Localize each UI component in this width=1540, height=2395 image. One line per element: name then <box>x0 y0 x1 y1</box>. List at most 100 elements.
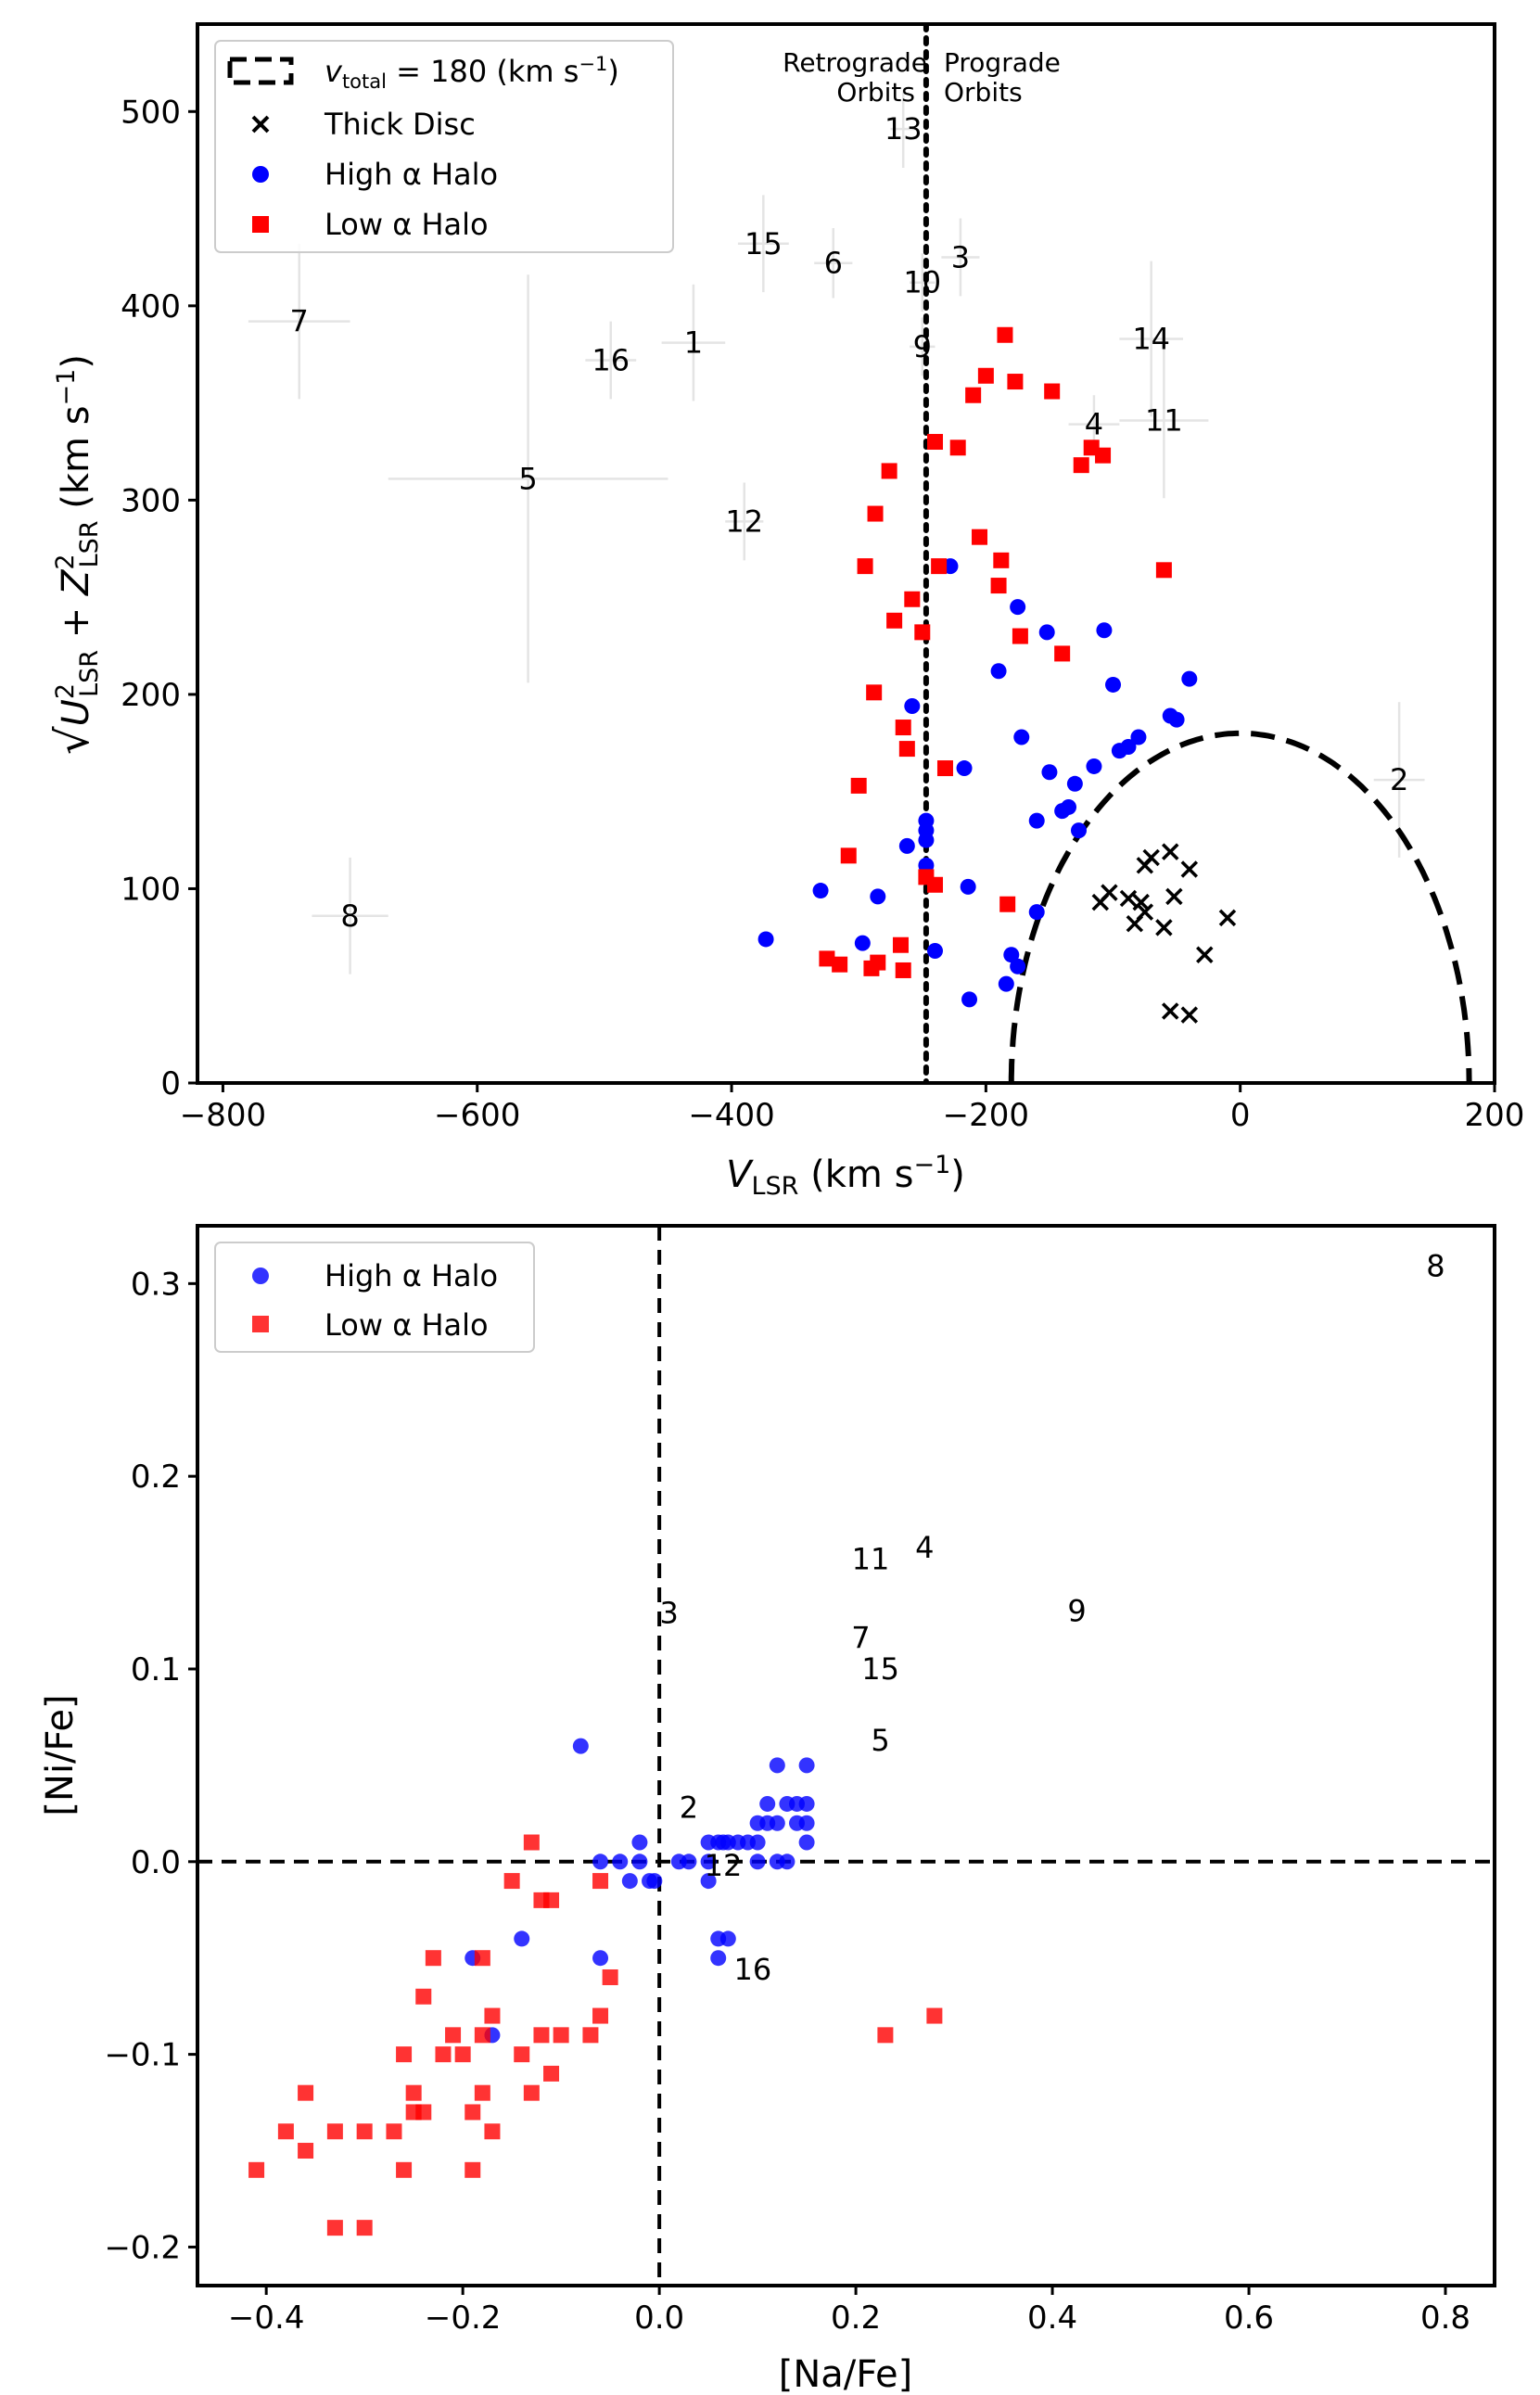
low-alpha-point <box>543 2065 560 2082</box>
y-tick-label: 0.0 <box>131 1844 181 1881</box>
y-tick-label: 500 <box>121 94 181 131</box>
high-alpha-point <box>798 1815 815 1831</box>
star-label-11: 11 <box>1145 402 1183 438</box>
low-alpha-point <box>396 2161 413 2178</box>
legend-box <box>214 1242 535 1353</box>
star-label-5: 5 <box>871 1723 889 1758</box>
high-alpha-point <box>918 832 935 848</box>
low-alpha-point <box>445 2027 462 2044</box>
legend-label-low-alpha: Low α Halo <box>325 1307 489 1343</box>
legend-low-alpha-marker <box>252 216 269 233</box>
high-alpha-point <box>798 1757 815 1774</box>
low-alpha-point <box>523 1834 540 1851</box>
low-alpha-point <box>965 387 982 403</box>
high-alpha-point <box>719 1930 736 1947</box>
high-alpha-point <box>1010 599 1026 616</box>
low-alpha-point <box>356 2123 373 2140</box>
star-label-14: 14 <box>1132 321 1170 356</box>
high-alpha-point <box>1061 798 1077 815</box>
low-alpha-point <box>926 2007 943 2024</box>
low-alpha-point <box>1044 383 1061 400</box>
low-alpha-point <box>914 624 931 641</box>
star-label-4: 4 <box>1085 407 1103 442</box>
legend-high-alpha-marker <box>252 166 269 183</box>
high-alpha-point <box>769 1815 785 1831</box>
high-alpha-point <box>592 1950 609 1967</box>
star-label-6: 6 <box>824 246 843 281</box>
star-label-3: 3 <box>951 239 970 274</box>
star-label-12: 12 <box>705 1848 743 1883</box>
low-alpha-point <box>881 463 897 479</box>
low-alpha-point <box>298 2084 314 2101</box>
low-alpha-point <box>326 2220 343 2236</box>
low-alpha-point <box>474 2084 490 2101</box>
low-alpha-point <box>425 1950 441 1967</box>
x-tick-label: −600 <box>434 1097 520 1134</box>
x-axis-label-top: VLSR (km s−1) <box>726 1151 965 1201</box>
high-alpha-point <box>927 943 944 960</box>
plot-frame <box>196 22 1496 1085</box>
y-tick-label: 200 <box>121 677 181 714</box>
high-alpha-point <box>1168 711 1185 728</box>
x-tick-label: −0.2 <box>425 2299 502 2337</box>
star-label-15: 15 <box>861 1651 899 1687</box>
high-alpha-point <box>749 1834 766 1851</box>
x-axis-label-bottom: [Na/Fe] <box>779 2353 913 2395</box>
low-alpha-point <box>386 2123 402 2140</box>
low-alpha-point <box>465 2104 481 2121</box>
low-alpha-point <box>949 440 966 456</box>
low-alpha-point <box>582 2027 599 2044</box>
high-alpha-point <box>621 1873 638 1890</box>
y-tick-label: −0.2 <box>104 2229 181 2266</box>
axis-ticks: −800 −600 −400 −200 0 200 0 100 200 300 400 500 <box>121 94 1524 1134</box>
high-alpha-point <box>998 975 1014 992</box>
y-tick-label: 100 <box>121 871 181 908</box>
thick-disc-point <box>1162 1002 1179 1020</box>
high-alpha-point <box>1010 958 1026 975</box>
low-alpha-point <box>997 326 1013 343</box>
high-alpha-point <box>1181 670 1198 687</box>
high-alpha-point <box>779 1854 795 1870</box>
low-alpha-point <box>1012 628 1028 644</box>
high-alpha-point <box>1028 904 1045 921</box>
low-alpha-point <box>474 1950 490 1967</box>
high-alpha-point <box>514 1930 530 1947</box>
star-label-2: 2 <box>680 1790 698 1826</box>
high-alpha-point <box>1105 676 1122 693</box>
star-label-5: 5 <box>518 461 537 496</box>
y-axis-label-bottom: [Ni/Fe] <box>39 1694 82 1815</box>
high-alpha-point <box>798 1795 815 1812</box>
thick-disc-point <box>1196 946 1214 963</box>
low-alpha-point <box>993 552 1010 568</box>
y-tick-label: 0.2 <box>131 1459 181 1496</box>
vtotal-180-curve <box>1008 730 1472 1083</box>
x-tick-label: 0 <box>1230 1097 1251 1134</box>
star-label-4: 4 <box>915 1530 934 1565</box>
low-alpha-point <box>892 936 909 953</box>
legend-label-high-alpha: High α Halo <box>325 157 498 192</box>
low-alpha-point <box>454 2046 471 2063</box>
low-alpha-point <box>592 2007 609 2024</box>
low-alpha-point <box>248 2161 265 2178</box>
x-tick-label: 0.4 <box>1027 2299 1077 2337</box>
low-alpha-point <box>840 847 857 864</box>
high-alpha-point <box>572 1738 589 1754</box>
thick-disc-point <box>1155 919 1173 936</box>
orbit-labels: Retrograde Orbits Prograde Orbits <box>783 47 1061 108</box>
low-alpha-point <box>1054 645 1071 662</box>
legend-label-low-alpha: Low α Halo <box>325 207 489 242</box>
thick-disc-point <box>1180 860 1199 878</box>
high-alpha-point <box>1120 738 1137 755</box>
low-alpha-point <box>602 1968 618 1985</box>
star-annotations: 2 3 4 5 7 8 9 11 12 15 16 <box>660 1249 1445 1988</box>
low-alpha-point <box>895 720 911 736</box>
low-alpha-point <box>850 777 867 794</box>
x-tick-label: −200 <box>943 1097 1029 1134</box>
high-alpha-point <box>1038 624 1055 641</box>
high-alpha-point <box>646 1873 663 1890</box>
thick-disc-point <box>1132 893 1150 911</box>
star-label-8: 8 <box>1426 1249 1445 1284</box>
high-alpha-point <box>631 1854 648 1870</box>
